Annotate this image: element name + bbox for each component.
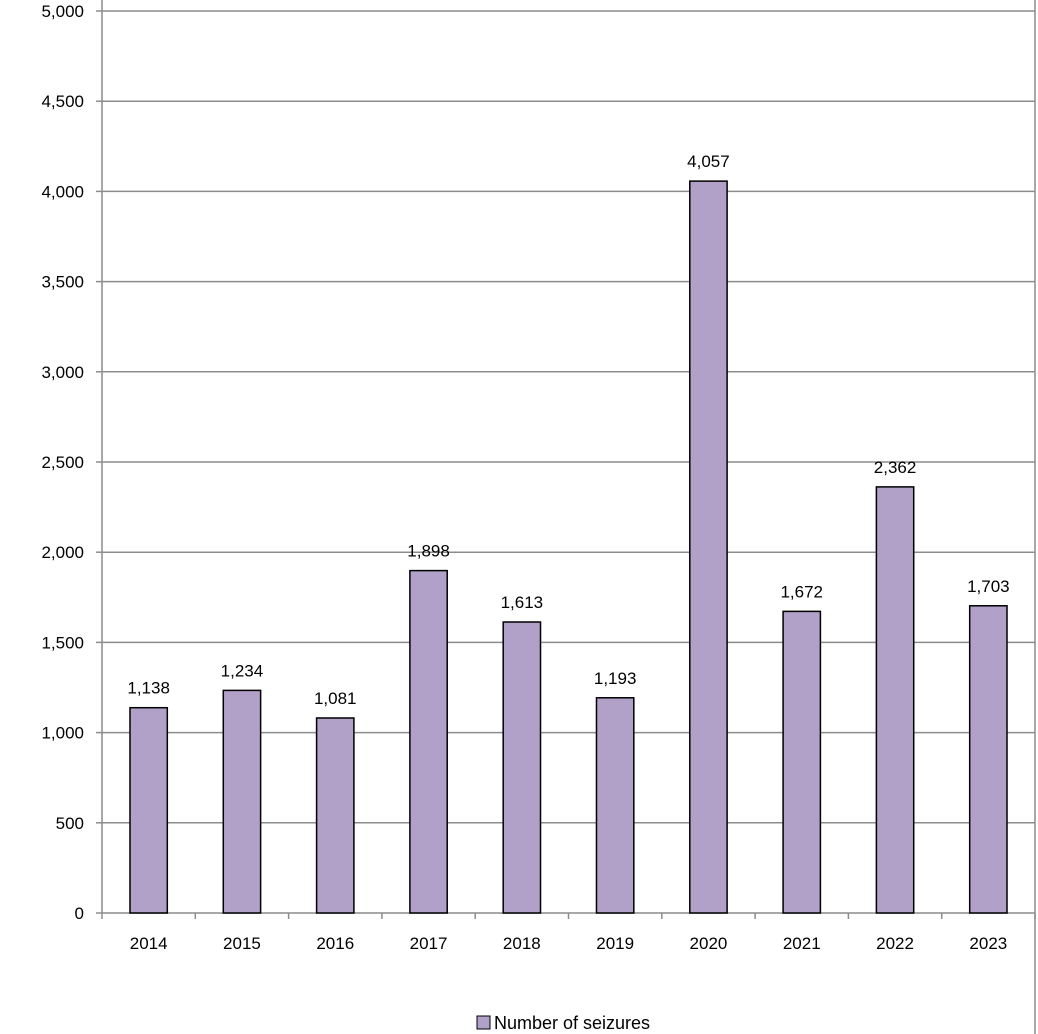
x-tick-label-2015: 2015: [223, 934, 261, 953]
bar-2014: [129, 706, 169, 914]
y-tick-label: 5,000: [41, 2, 84, 21]
x-tick-label-2022: 2022: [876, 934, 914, 953]
legend-swatch: [476, 1015, 491, 1030]
x-axis-tick-labels: 2014 2015 2016 2017 2018 2019 2020 2021 2022 2023: [130, 934, 1008, 953]
y-tick-label: 1,500: [41, 633, 84, 652]
legend: Number of seizures: [476, 1013, 650, 1033]
data-label-2019: 1,193: [594, 669, 637, 688]
x-tick-label-2020: 2020: [690, 934, 728, 953]
y-tick-label: 3,000: [41, 363, 84, 382]
data-label-2016: 1,081: [314, 689, 357, 708]
bar-2015: [222, 689, 262, 914]
data-label-2021: 1,672: [780, 582, 823, 601]
bars: [129, 180, 1008, 914]
x-tick-label-2018: 2018: [503, 934, 541, 953]
bar-2019: [595, 697, 635, 914]
x-tick-label-2017: 2017: [410, 934, 448, 953]
y-tick-label: 500: [56, 814, 84, 833]
x-tick-label-2021: 2021: [783, 934, 821, 953]
y-tick-label: 4,000: [41, 182, 84, 201]
y-tick-label: 2,500: [41, 453, 84, 472]
x-tick-label-2014: 2014: [130, 934, 168, 953]
bar-2018: [502, 621, 542, 914]
data-labels: 1,138 1,234 1,081 1,898 1,613 1,193 4,057 1,672…: [127, 152, 1009, 708]
data-label-2023: 1,703: [967, 577, 1010, 596]
y-axis-tick-labels: 0 500 1,000 1,500 2,000 2,500 3,000 3,500 4,000 4…: [41, 2, 84, 923]
data-label-2017: 1,898: [407, 542, 450, 561]
bar-2023: [968, 605, 1008, 914]
bar-2022: [875, 486, 915, 914]
x-tick-label-2016: 2016: [316, 934, 354, 953]
bar-2016: [315, 717, 355, 914]
y-tick-label: 4,500: [41, 92, 84, 111]
y-tick-label: 3,500: [41, 273, 84, 292]
bar-2017: [409, 569, 448, 914]
data-label-2020: 4,057: [687, 152, 730, 171]
data-label-2018: 1,613: [501, 593, 544, 612]
bar-2021: [782, 610, 822, 914]
y-tick-label: 2,000: [41, 543, 84, 562]
data-label-2022: 2,362: [874, 458, 917, 477]
y-tick-label: 1,000: [41, 724, 84, 743]
data-label-2014: 1,138: [127, 679, 170, 698]
bar-2020: [689, 180, 728, 914]
y-tick-label: 0: [75, 904, 84, 923]
x-tick-label-2023: 2023: [969, 934, 1007, 953]
legend-label: Number of seizures: [494, 1013, 650, 1033]
x-tick-label-2019: 2019: [596, 934, 634, 953]
data-label-2015: 1,234: [221, 661, 264, 680]
